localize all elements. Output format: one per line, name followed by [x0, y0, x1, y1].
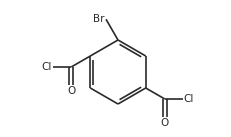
Text: Br: Br: [93, 14, 105, 24]
Text: O: O: [67, 86, 75, 96]
Text: Cl: Cl: [42, 62, 52, 72]
Text: Cl: Cl: [183, 94, 193, 104]
Text: O: O: [160, 118, 168, 128]
